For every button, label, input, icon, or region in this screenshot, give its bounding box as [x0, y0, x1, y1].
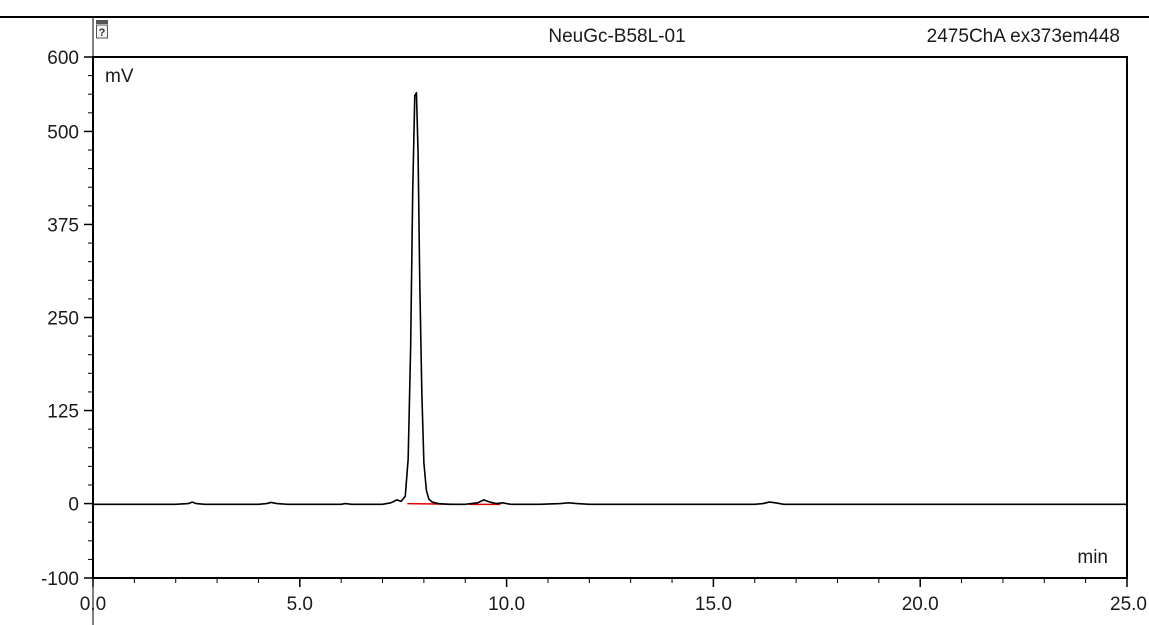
trace-layer [93, 91, 1127, 506]
y-axis-unit: mV [105, 66, 134, 87]
svg-text:?: ? [99, 27, 106, 39]
chromatogram-trace [93, 91, 1127, 506]
x-tick-label: 25.0 [1110, 594, 1147, 615]
report-icon[interactable]: ? [96, 20, 108, 39]
channel-label: 2475ChA ex373em448 [927, 26, 1120, 47]
x-axis-unit: min [1077, 547, 1108, 568]
y-tick-label: 250 [47, 309, 79, 330]
y-tick-label: -100 [41, 569, 79, 590]
y-tick-label: 375 [47, 215, 79, 236]
y-tick-label: 600 [47, 48, 79, 69]
x-tick-label: 5.0 [287, 594, 313, 615]
x-tick-label: 0.0 [80, 594, 106, 615]
x-tick-label: 20.0 [902, 594, 939, 615]
y-tick-label: 125 [47, 402, 79, 423]
x-tick-label: 10.0 [488, 594, 525, 615]
sample-name: NeuGc-B58L-01 [548, 26, 685, 47]
plot-area [92, 56, 1128, 579]
y-tick-label: 500 [47, 122, 79, 143]
axes: -100 0 125 250 375 500 600 0.0 5.0 10.0 15.0 20.0 25… [41, 48, 1147, 615]
y-tick-label: 0 [68, 495, 79, 516]
x-tick-label: 15.0 [695, 594, 732, 615]
